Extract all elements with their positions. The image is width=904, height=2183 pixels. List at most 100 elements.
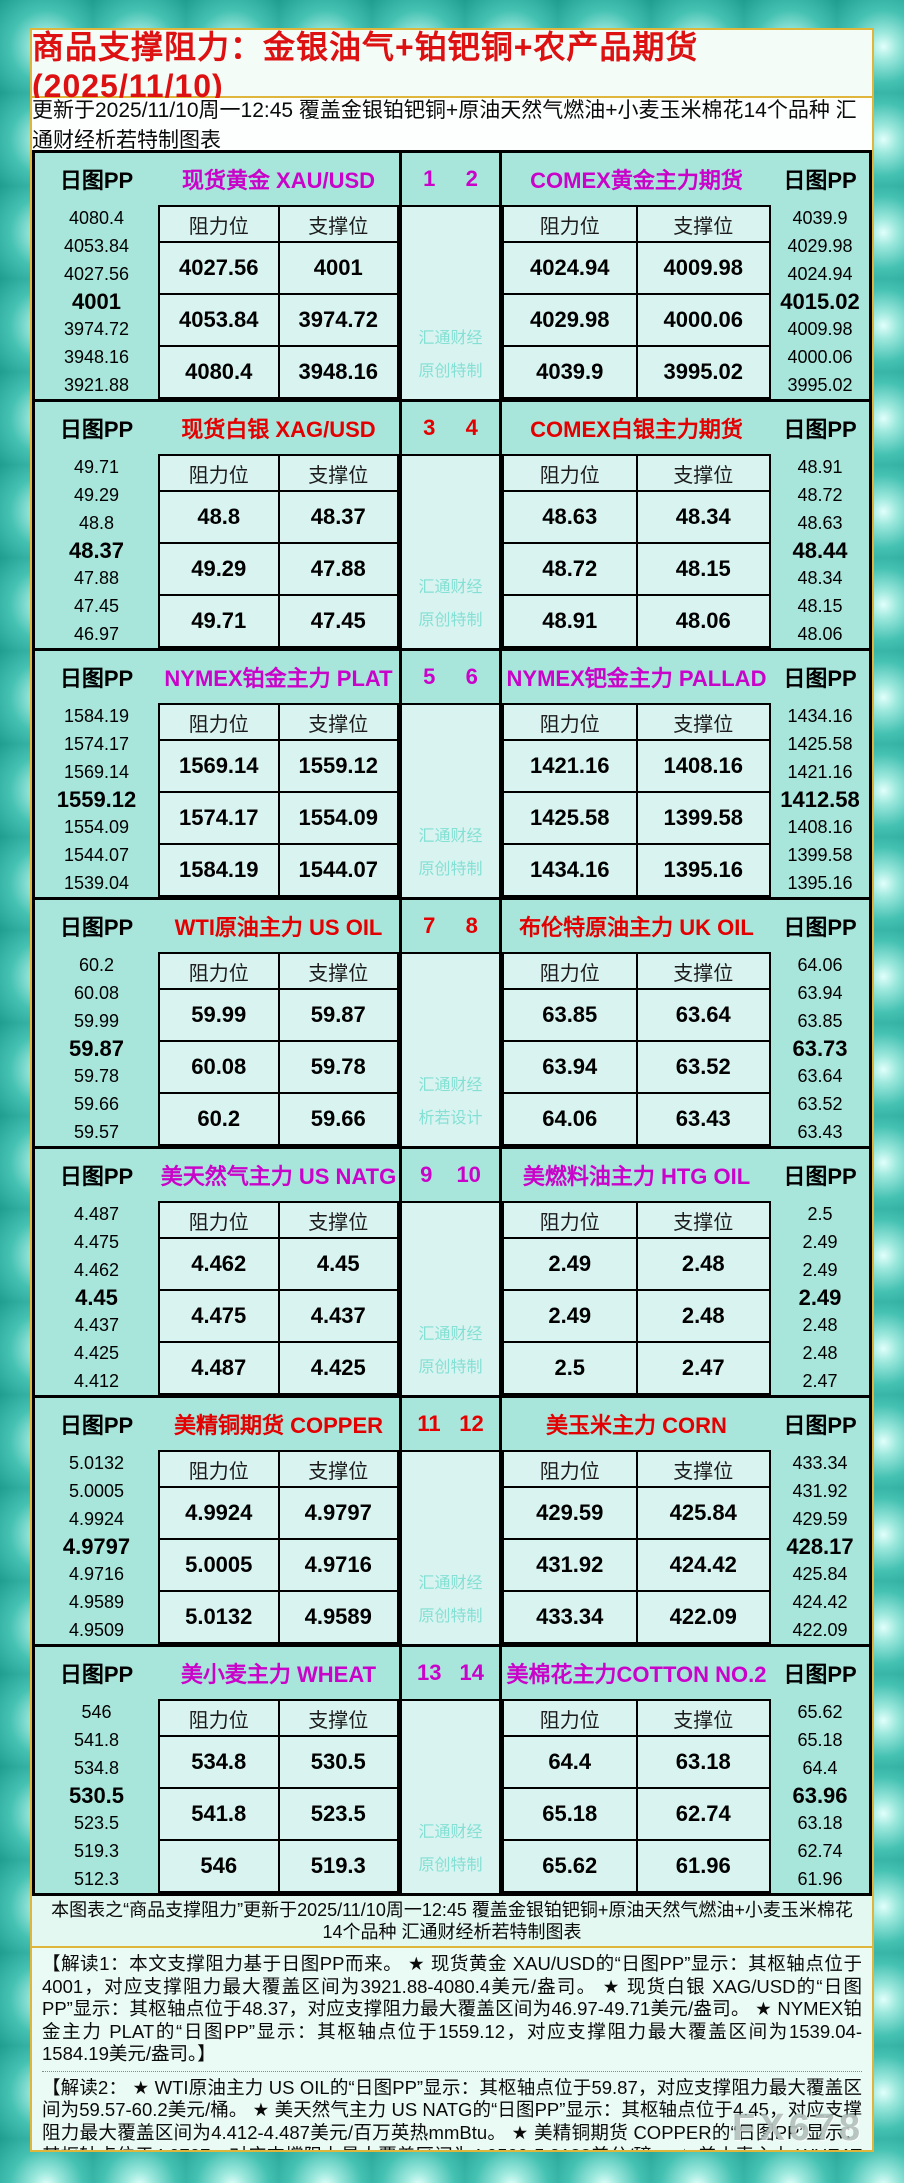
pp-value: 4024.94 <box>787 263 853 284</box>
instrument-section-left: 美小麦主力 WHEAT 阻力位 支撑位 534.8 530.5 541.8 523.5 546… <box>158 1647 399 1893</box>
panel-index-left: 5 <box>423 664 436 689</box>
resistance-support-table: 阻力位 支撑位 534.8 530.5 541.8 523.5 546 519.3 <box>158 1699 399 1893</box>
pp-value: 541.8 <box>73 1730 120 1751</box>
panel-row-5: 日图PP 4.487 4.475 4.462 4.45 4.437 4.425 4.412 美天… <box>35 1149 869 1398</box>
pp-value: 429.59 <box>792 1508 848 1529</box>
pp-value: 60.08 <box>73 983 120 1004</box>
resistance-value: 431.92 <box>504 1540 636 1590</box>
support-value: 1395.16 <box>637 845 769 895</box>
resistance-header: 阻力位 <box>160 1203 278 1237</box>
resistance-value: 4.462 <box>160 1239 278 1289</box>
support-header: 支撑位 <box>637 1701 769 1735</box>
pp-value: 47.88 <box>73 568 120 589</box>
resistance-value: 1434.16 <box>504 845 636 895</box>
pp-value: 1569.14 <box>63 761 130 782</box>
resistance-value: 546 <box>160 1841 278 1891</box>
brand-watermark: 汇通财经 原创特制 <box>402 1701 499 1893</box>
pp-value: 4029.98 <box>787 236 853 257</box>
support-header: 支撑位 <box>637 1203 769 1237</box>
pp-value: 64.4 <box>802 1757 838 1778</box>
pp-value: 65.18 <box>797 1730 843 1751</box>
brand-watermark: 汇通财经 原创特制 <box>402 1452 499 1644</box>
support-header: 支撑位 <box>279 954 397 988</box>
pp-value: 523.5 <box>73 1813 120 1834</box>
pp-value: 63.64 <box>797 1066 843 1087</box>
resistance-support-table: 阻力位 支撑位 4024.94 4009.98 4029.98 4000.06 4039.9… <box>502 205 771 399</box>
pp-value: 48.34 <box>797 568 843 589</box>
pp-value: 3921.88 <box>63 374 130 395</box>
instrument-title: NYMEX钯金主力 PALLAD <box>506 666 767 691</box>
pp-value: 4.9716 <box>68 1564 125 1585</box>
support-header: 支撑位 <box>279 456 397 490</box>
instrument-title: 美棉花主力COTTON NO.2 <box>506 1662 767 1687</box>
pp-value: 1399.58 <box>787 844 853 865</box>
brand-watermark-line2: 析若设计 <box>418 1110 483 1128</box>
support-value: 4.9797 <box>279 1488 397 1538</box>
support-header: 支撑位 <box>637 705 769 739</box>
brand-watermark-line1: 汇通财经 <box>418 827 483 845</box>
page-title: 商品支撑阻力：金银油气+铂钯铜+农产品期货(2025/11/10) <box>32 29 872 104</box>
pp-value: 512.3 <box>73 1868 120 1889</box>
pp-column-left: 日图PP 49.71 49.29 48.8 48.37 47.88 47.45 46.97 <box>35 402 158 648</box>
pp-value: 425.84 <box>792 1564 848 1585</box>
support-value: 63.43 <box>637 1094 769 1144</box>
panel-index-left: 3 <box>423 415 436 440</box>
pp-value: 63.43 <box>797 1121 843 1142</box>
pp-value: 424.42 <box>792 1591 848 1612</box>
pivot-value: 4001 <box>72 289 121 315</box>
pp-value: 4053.84 <box>63 236 130 257</box>
pp-header: 日图PP <box>59 1662 134 1687</box>
resistance-value: 1584.19 <box>160 845 278 895</box>
brand-watermark-line1: 汇通财经 <box>418 578 483 596</box>
support-value: 3995.02 <box>637 347 769 397</box>
brand-watermark-line1: 汇通财经 <box>418 1076 483 1094</box>
brand-watermark: 汇通财经 原创特制 <box>402 1203 499 1395</box>
pp-value: 62.74 <box>797 1840 843 1861</box>
pp-column-left: 日图PP 1584.19 1574.17 1569.14 1559.12 1554.09 1… <box>35 651 158 897</box>
instrument-section-left: 美精铜期货 COPPER 阻力位 支撑位 4.9924 4.9797 5.0005 4.97… <box>158 1398 399 1644</box>
resistance-support-table: 阻力位 支撑位 4027.56 4001 4053.84 3974.72 4080.4 394… <box>158 205 399 399</box>
brand-watermark-line1: 汇通财经 <box>418 1823 483 1841</box>
resistance-value: 48.72 <box>504 544 636 594</box>
pp-value: 534.8 <box>73 1757 120 1778</box>
resistance-support-table: 阻力位 支撑位 1569.14 1559.12 1574.17 1554.09 1584.1… <box>158 703 399 897</box>
pp-value: 4.9589 <box>68 1591 125 1612</box>
pp-value: 2.49 <box>802 1259 838 1280</box>
pp-value: 2.48 <box>802 1315 838 1336</box>
panel-index-right: 12 <box>459 1411 484 1436</box>
panel-row-1: 日图PP 4080.4 4053.84 4027.56 4001 3974.72 3948.… <box>35 153 869 402</box>
pp-value: 1434.16 <box>787 706 853 727</box>
resistance-support-table: 阻力位 支撑位 64.4 63.18 65.18 62.74 65.62 61.96 <box>502 1699 771 1893</box>
support-header: 支撑位 <box>279 1452 397 1486</box>
pp-value: 64.06 <box>797 955 843 976</box>
resistance-support-table: 阻力位 支撑位 429.59 425.84 431.92 424.42 433.34 422.… <box>502 1450 771 1644</box>
support-value: 422.09 <box>637 1592 769 1642</box>
panel-index-right: 8 <box>465 913 478 938</box>
pivot-value: 4.9797 <box>62 1534 131 1560</box>
pp-value: 4.462 <box>73 1259 120 1280</box>
center-column: 3 4 汇通财经 原创特制 <box>399 402 502 648</box>
pp-value: 4.475 <box>73 1232 120 1253</box>
pp-value: 4.412 <box>73 1370 120 1391</box>
support-header: 支撑位 <box>279 705 397 739</box>
pivot-value: 4015.02 <box>780 289 860 315</box>
panel-index-right: 2 <box>465 166 478 191</box>
pp-value: 59.99 <box>73 1010 120 1031</box>
support-value: 523.5 <box>279 1789 397 1839</box>
pp-value: 48.63 <box>797 512 843 533</box>
resistance-support-table: 阻力位 支撑位 1421.16 1408.16 1425.58 1399.58 1434.1… <box>502 703 771 897</box>
resistance-support-table: 阻力位 支撑位 4.462 4.45 4.475 4.437 4.487 4.425 <box>158 1201 399 1395</box>
pp-value: 63.94 <box>797 983 843 1004</box>
resistance-value: 4024.94 <box>504 243 636 293</box>
instrument-title: WTI原油主力 US OIL <box>174 915 383 940</box>
resistance-value: 4.9924 <box>160 1488 278 1538</box>
pp-value: 5.0132 <box>68 1453 125 1474</box>
pp-column-left: 日图PP 5.0132 5.0005 4.9924 4.9797 4.9716 4.9589… <box>35 1398 158 1644</box>
pp-header: 日图PP <box>783 915 857 940</box>
support-value: 4000.06 <box>637 295 769 345</box>
support-header: 支撑位 <box>637 207 769 241</box>
pp-value: 49.71 <box>73 457 120 478</box>
resistance-value: 429.59 <box>504 1488 636 1538</box>
